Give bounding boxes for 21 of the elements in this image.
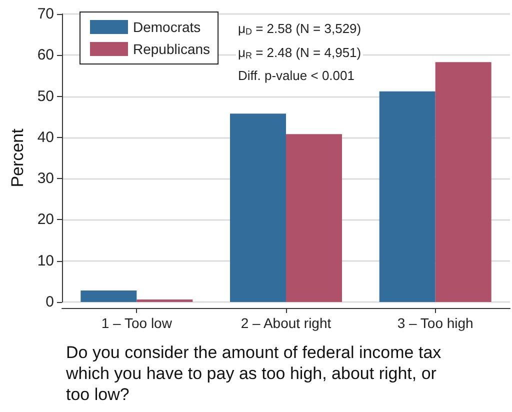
y-tick-label: 0 xyxy=(46,294,54,310)
bar xyxy=(435,62,492,302)
legend-label: Republicans xyxy=(133,41,210,57)
bar xyxy=(286,134,342,302)
y-tick-label: 30 xyxy=(37,170,54,188)
y-tick-label: 70 xyxy=(37,6,54,22)
y-tick-label: 60 xyxy=(37,46,54,64)
y-tick-label: 10 xyxy=(37,252,54,270)
y-axis-title: Percent xyxy=(8,128,27,188)
x-axis-title: Do you consider the amount of federal income tax which you have to pay as too high, about right, or too low? xyxy=(65,343,446,404)
x-tick-label: 3 – Too high xyxy=(397,315,474,331)
annotation: Diff. p-value < 0.001 xyxy=(238,68,354,83)
y-tick-label: 40 xyxy=(37,128,54,146)
bar xyxy=(230,114,286,302)
legend-label: Democrats xyxy=(133,19,201,35)
bar xyxy=(80,290,137,302)
bar xyxy=(379,91,436,302)
x-tick-label: 1 – Too low xyxy=(101,315,173,331)
y-tick-label: 20 xyxy=(37,211,54,228)
y-tick-label: 50 xyxy=(37,88,54,105)
x-tick-label: 2 – About right xyxy=(240,315,332,331)
